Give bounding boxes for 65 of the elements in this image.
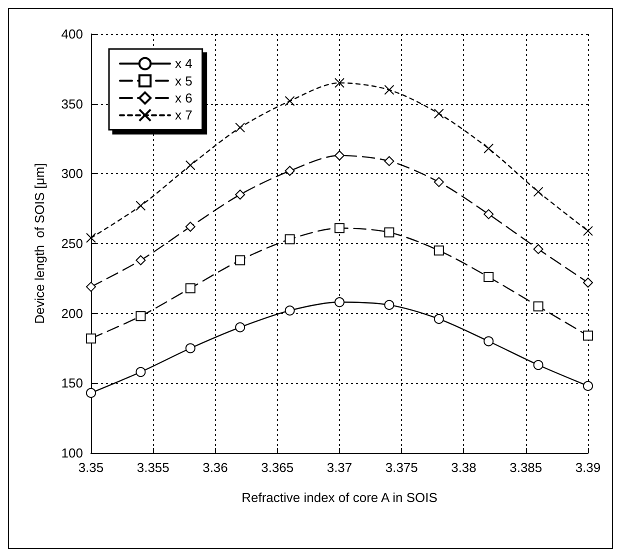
point	[583, 226, 593, 236]
point	[136, 366, 146, 377]
y-axis-title: Device length of SOIS [μm]	[32, 163, 47, 324]
point	[533, 301, 544, 312]
point	[334, 150, 344, 161]
point	[136, 200, 146, 211]
point	[384, 300, 394, 310]
x-tick-label: 3.355	[136, 460, 170, 475]
point	[484, 272, 494, 282]
x-tick-label: 3.365	[261, 460, 294, 475]
x-tick-label: 3.39	[575, 460, 601, 475]
x-tick-label: 3.38	[451, 460, 476, 475]
point	[86, 333, 96, 344]
point	[185, 343, 196, 354]
point	[583, 330, 593, 341]
legend-label: x 7	[175, 108, 192, 123]
point	[185, 222, 196, 232]
point	[185, 160, 196, 170]
legend-label: x 5	[175, 73, 192, 88]
point	[284, 234, 295, 244]
y-tick-label: 100	[61, 446, 83, 460]
x-axis-title: Refractive index of core A in SOIS	[242, 490, 438, 505]
x-tick-label: 3.35	[78, 460, 104, 475]
point	[434, 245, 444, 256]
point	[86, 282, 96, 292]
y-tick-label: 250	[61, 236, 83, 251]
legend-label: x 4	[175, 56, 192, 72]
point	[484, 209, 494, 220]
point	[185, 283, 196, 294]
legend-label: x 6	[175, 90, 192, 106]
point	[284, 306, 295, 316]
x-tick-label: 3.385	[510, 460, 542, 475]
point	[434, 108, 444, 119]
point	[334, 297, 344, 308]
point	[136, 255, 146, 266]
y-tick-label: 200	[61, 306, 83, 321]
point	[533, 360, 544, 370]
point	[235, 322, 246, 332]
point	[284, 96, 295, 106]
point	[484, 336, 494, 346]
point	[484, 144, 494, 154]
point	[136, 311, 146, 322]
y-tick-label: 150	[61, 376, 83, 391]
x-tick-label: 3.36	[202, 460, 228, 475]
point	[235, 190, 246, 200]
y-tick-label: 350	[61, 96, 83, 112]
point	[583, 380, 593, 391]
point	[86, 388, 96, 398]
point	[334, 78, 344, 88]
x-tick-label: 3.37	[326, 460, 352, 475]
point	[384, 227, 394, 238]
y-tick-label: 300	[61, 166, 83, 182]
point	[235, 255, 246, 266]
point	[235, 122, 246, 133]
point	[533, 186, 544, 197]
point	[583, 278, 593, 288]
point	[384, 84, 394, 95]
point	[533, 244, 544, 254]
point	[384, 156, 394, 166]
point	[434, 177, 444, 188]
y-tick-label: 400	[61, 26, 83, 42]
point	[434, 314, 444, 324]
x-tick-label: 3.375	[385, 460, 418, 475]
point	[86, 232, 96, 243]
point	[334, 223, 344, 234]
